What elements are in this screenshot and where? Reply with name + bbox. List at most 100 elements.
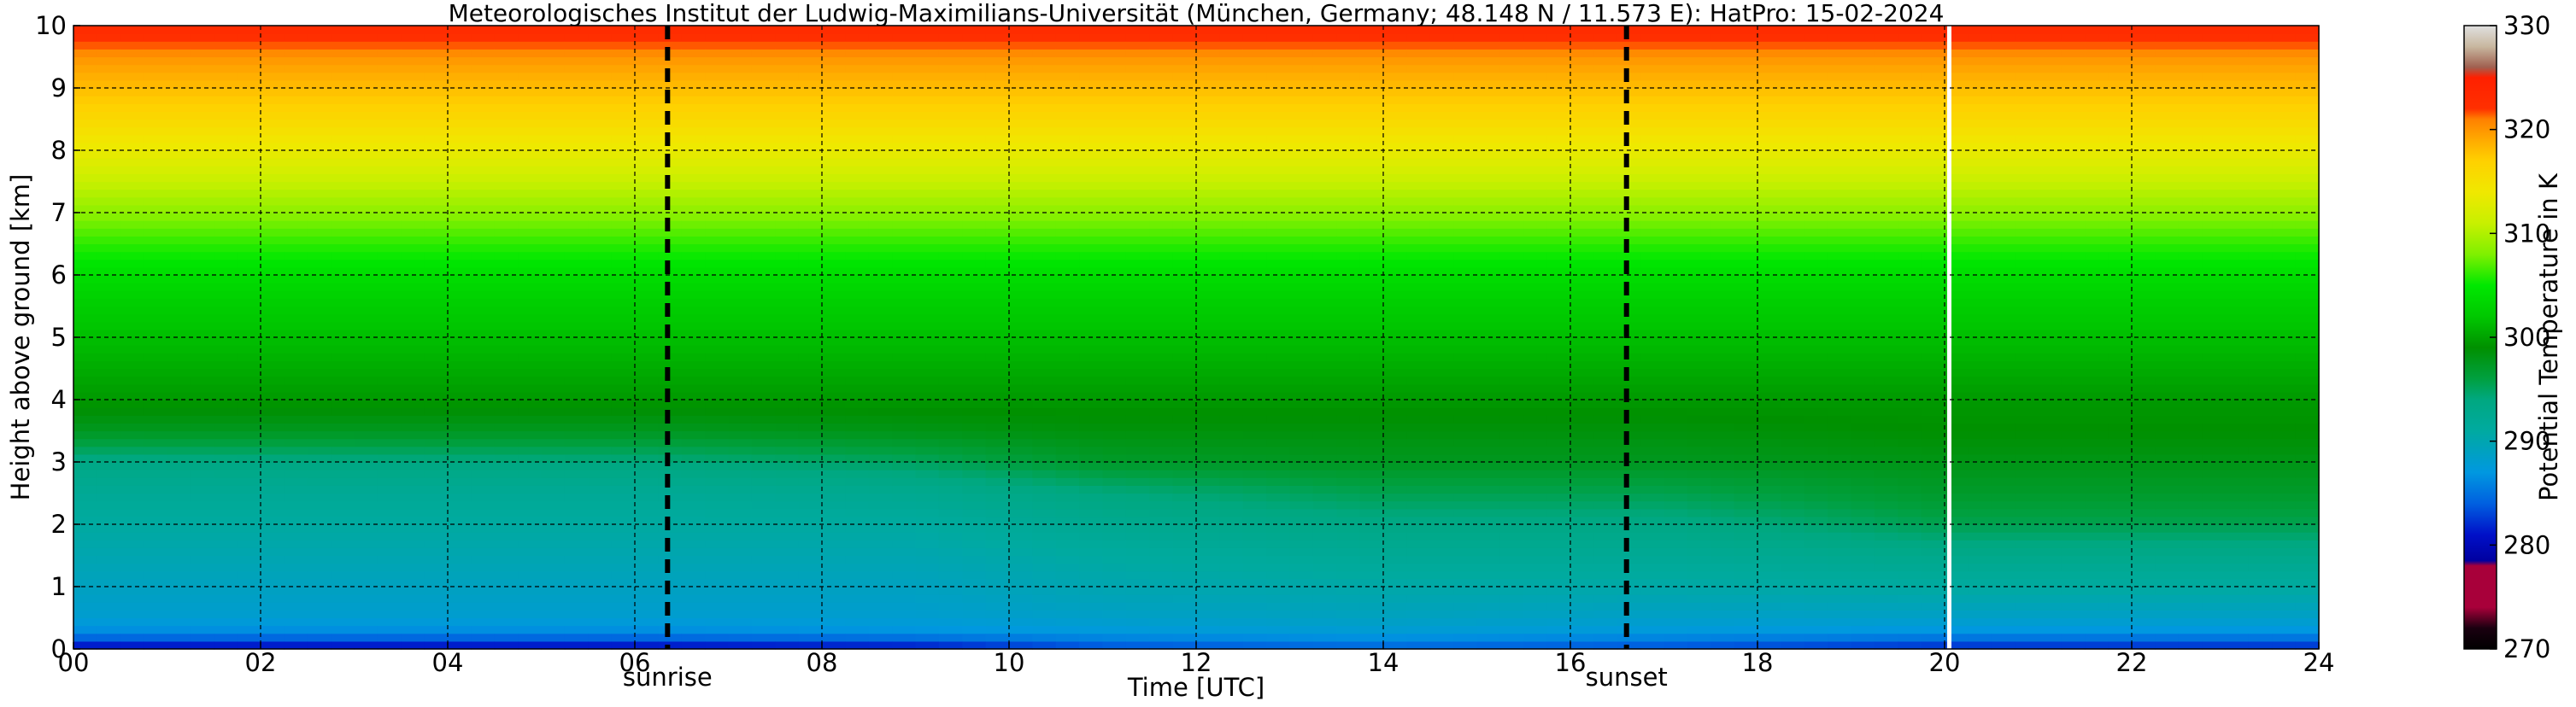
heatmap-cell [915,353,940,361]
heatmap-cell [822,376,846,385]
heatmap-cell [1196,578,1220,587]
heatmap-cell [237,26,261,34]
heatmap-cell [331,298,355,307]
heatmap-cell [448,438,472,447]
heatmap-cell [1383,570,1407,580]
heatmap-cell [1079,594,1104,603]
heatmap-cell [938,49,963,58]
heatmap-cell [167,610,191,619]
heatmap-cell [985,259,1010,268]
heatmap-cell [915,88,940,96]
heatmap-cell [424,298,449,307]
heatmap-cell [1009,415,1033,424]
heatmap-cell [97,173,121,183]
heatmap-cell [377,111,402,120]
heatmap-cell [1219,500,1244,510]
heatmap-cell [915,213,940,221]
heatmap-cell [1102,470,1127,478]
heatmap-cell [1125,555,1150,564]
heatmap-cell [938,96,963,104]
heatmap-cell [681,555,706,564]
heatmap-cell [1429,243,1454,253]
heatmap-cell [73,181,97,190]
heatmap-cell [120,41,144,50]
heatmap-cell [985,337,1010,346]
heatmap-cell [1336,407,1361,416]
heatmap-cell [1102,41,1127,50]
heatmap-cell [1219,423,1244,432]
heatmap-cell [541,259,566,268]
heatmap-cell [798,446,823,455]
heatmap-cell [331,470,355,478]
heatmap-cell [424,228,449,237]
heatmap-cell [424,275,449,283]
heatmap-cell [190,430,214,440]
heatmap-cell [1476,532,1501,540]
heatmap-cell [611,126,636,136]
heatmap-cell [331,430,355,440]
heatmap-cell [424,524,449,533]
heatmap-cell [1172,407,1197,416]
heatmap-cell [1172,337,1197,346]
heatmap-cell [1149,49,1174,58]
heatmap-cell [1079,243,1104,253]
heatmap-cell [494,391,519,400]
heatmap-cell [1523,423,1548,432]
heatmap-cell [424,400,449,408]
heatmap-cell [1219,345,1244,354]
heatmap-cell [1102,524,1127,533]
heatmap-cell [144,477,168,486]
heatmap-cell [728,477,753,486]
heatmap-cell [1009,500,1033,510]
heatmap-cell [1055,563,1080,572]
heatmap-cell [822,547,846,557]
heatmap-cell [1079,415,1104,424]
heatmap-cell [494,563,519,572]
heatmap-cell [962,259,987,268]
heatmap-cell [1266,41,1291,50]
heatmap-cell [892,283,917,291]
heatmap-cell [962,617,987,627]
heatmap-cell [1359,158,1384,167]
heatmap-cell [1336,477,1361,486]
heatmap-cell [354,453,378,463]
heatmap-cell [354,438,378,447]
heatmap-cell [1453,41,1478,50]
heatmap-cell [1125,430,1150,440]
heatmap-cell [1125,228,1150,237]
heatmap-cell [518,508,543,517]
heatmap-cell [1383,64,1407,73]
heatmap-cell [1266,298,1291,307]
heatmap-cell [1102,236,1127,245]
heatmap-cell [167,508,191,517]
heatmap-cell [1149,142,1174,151]
heatmap-cell [494,516,519,525]
heatmap-cell [1406,213,1431,221]
heatmap-cell [541,49,566,58]
heatmap-cell [1499,446,1524,455]
heatmap-cell [307,337,332,346]
heatmap-cell [1055,111,1080,120]
heatmap-cell [237,578,261,587]
heatmap-cell [331,290,355,299]
heatmap-cell [284,360,308,370]
heatmap-cell [1336,587,1361,595]
heatmap-cell [448,345,472,354]
heatmap-cell [167,283,191,291]
heatmap-cell [167,462,191,470]
heatmap-cell [1196,181,1220,190]
heatmap-cell [1032,400,1057,408]
heatmap-cell [658,391,683,400]
heatmap-cell [1242,236,1267,245]
heatmap-cell [751,306,776,315]
heatmap-cell [962,96,987,104]
heatmap-cell [144,391,168,400]
heatmap-cell [1009,275,1033,283]
heatmap-cell [448,446,472,455]
heatmap-cell [1359,415,1384,424]
heatmap-cell [845,578,870,587]
heatmap-cell [1499,283,1524,291]
heatmap-cell [448,228,472,237]
heatmap-cell [97,306,121,315]
heatmap-cell [494,602,519,611]
